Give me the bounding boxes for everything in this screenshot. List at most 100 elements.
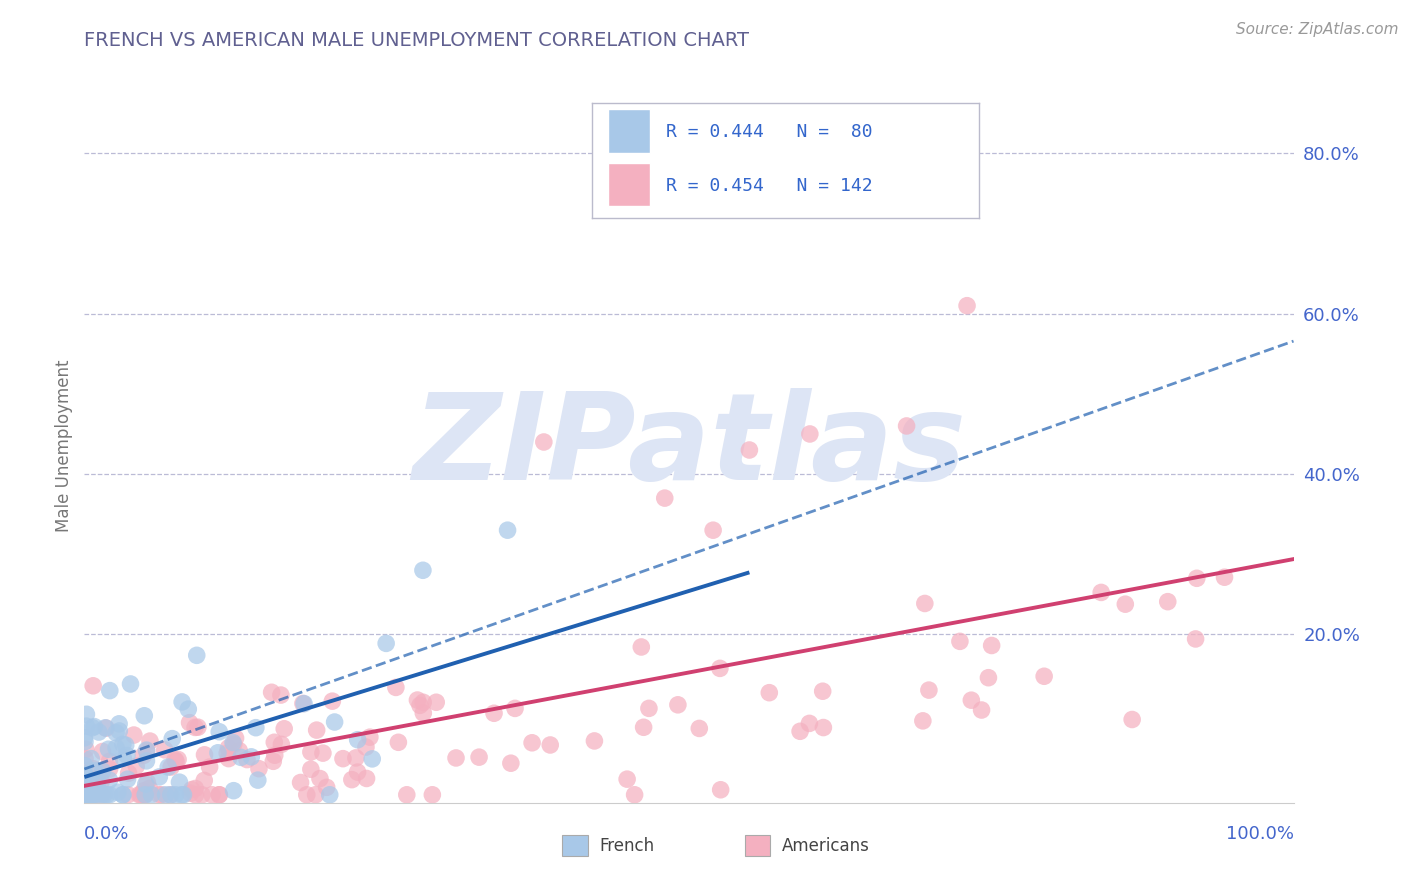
Point [148, 770, 170, 784]
Text: 100.0%: 100.0% [1226, 825, 1294, 843]
Point [73, 767, 96, 781]
Point [122, 728, 145, 742]
Point [738, 442, 761, 457]
Point [107, 785, 129, 799]
Point [86, 776, 108, 790]
Point [638, 701, 661, 715]
Point [412, 706, 434, 720]
Point [73, 788, 96, 802]
Point [623, 788, 645, 802]
Point [273, 722, 295, 736]
Point [263, 748, 285, 763]
Y-axis label: Male Unemployment: Male Unemployment [55, 359, 73, 533]
Point [98, 755, 121, 769]
Point [91, 764, 114, 778]
Point [98, 773, 121, 788]
Point [77, 788, 100, 802]
Point [184, 720, 207, 734]
Point [666, 698, 689, 712]
Point [395, 788, 418, 802]
Point [496, 523, 519, 537]
Point [270, 688, 292, 702]
Point [180, 782, 202, 797]
Point [96, 788, 118, 802]
Point [896, 419, 918, 434]
Point [1184, 632, 1206, 646]
Point [98, 762, 121, 776]
Point [117, 772, 139, 787]
Point [132, 784, 155, 798]
Point [960, 693, 983, 707]
Point [583, 734, 606, 748]
Point [163, 753, 186, 767]
Point [356, 772, 378, 786]
Point [533, 435, 555, 450]
Point [340, 772, 363, 787]
Point [135, 777, 157, 791]
Point [633, 720, 655, 734]
Point [80, 751, 103, 765]
Point [75, 719, 97, 733]
Point [75, 788, 97, 802]
Point [503, 701, 526, 715]
Point [134, 788, 156, 802]
Point [170, 788, 193, 802]
Point [135, 744, 157, 758]
Point [73, 751, 96, 765]
Point [292, 697, 315, 711]
Point [114, 738, 136, 752]
Point [270, 738, 292, 752]
Point [911, 714, 934, 728]
Point [290, 775, 312, 789]
Point [914, 597, 936, 611]
Point [76, 788, 98, 802]
Point [80, 788, 103, 802]
Point [105, 726, 128, 740]
Point [538, 738, 561, 752]
Point [218, 751, 240, 765]
Point [319, 788, 342, 802]
Point [956, 299, 979, 313]
Point [132, 788, 155, 802]
Point [758, 686, 780, 700]
Point [73, 788, 96, 802]
Point [970, 703, 993, 717]
Point [187, 720, 209, 734]
Point [94, 721, 117, 735]
Point [709, 661, 731, 675]
Point [98, 683, 121, 698]
Point [162, 731, 184, 746]
Point [90, 788, 112, 802]
Point [108, 723, 131, 738]
Point [134, 708, 156, 723]
Point [323, 714, 346, 729]
Point [225, 731, 247, 746]
Point [111, 788, 134, 802]
Point [148, 788, 170, 802]
Point [172, 695, 194, 709]
Point [179, 715, 201, 730]
Point [222, 737, 245, 751]
Point [87, 725, 110, 739]
Point [120, 677, 142, 691]
Point [115, 748, 138, 763]
Point [468, 750, 491, 764]
Point [83, 720, 105, 734]
Point [1121, 713, 1143, 727]
Point [82, 788, 104, 802]
Point [201, 788, 224, 802]
Point [846, 202, 869, 217]
Point [354, 740, 377, 755]
Point [412, 695, 434, 709]
Point [229, 750, 252, 764]
Point [208, 788, 231, 802]
Point [499, 756, 522, 771]
Point [150, 788, 173, 802]
Point [157, 760, 180, 774]
Point [165, 788, 187, 802]
Point [520, 736, 543, 750]
Point [616, 772, 638, 786]
Point [82, 762, 104, 776]
Point [75, 742, 97, 756]
Point [75, 772, 97, 786]
